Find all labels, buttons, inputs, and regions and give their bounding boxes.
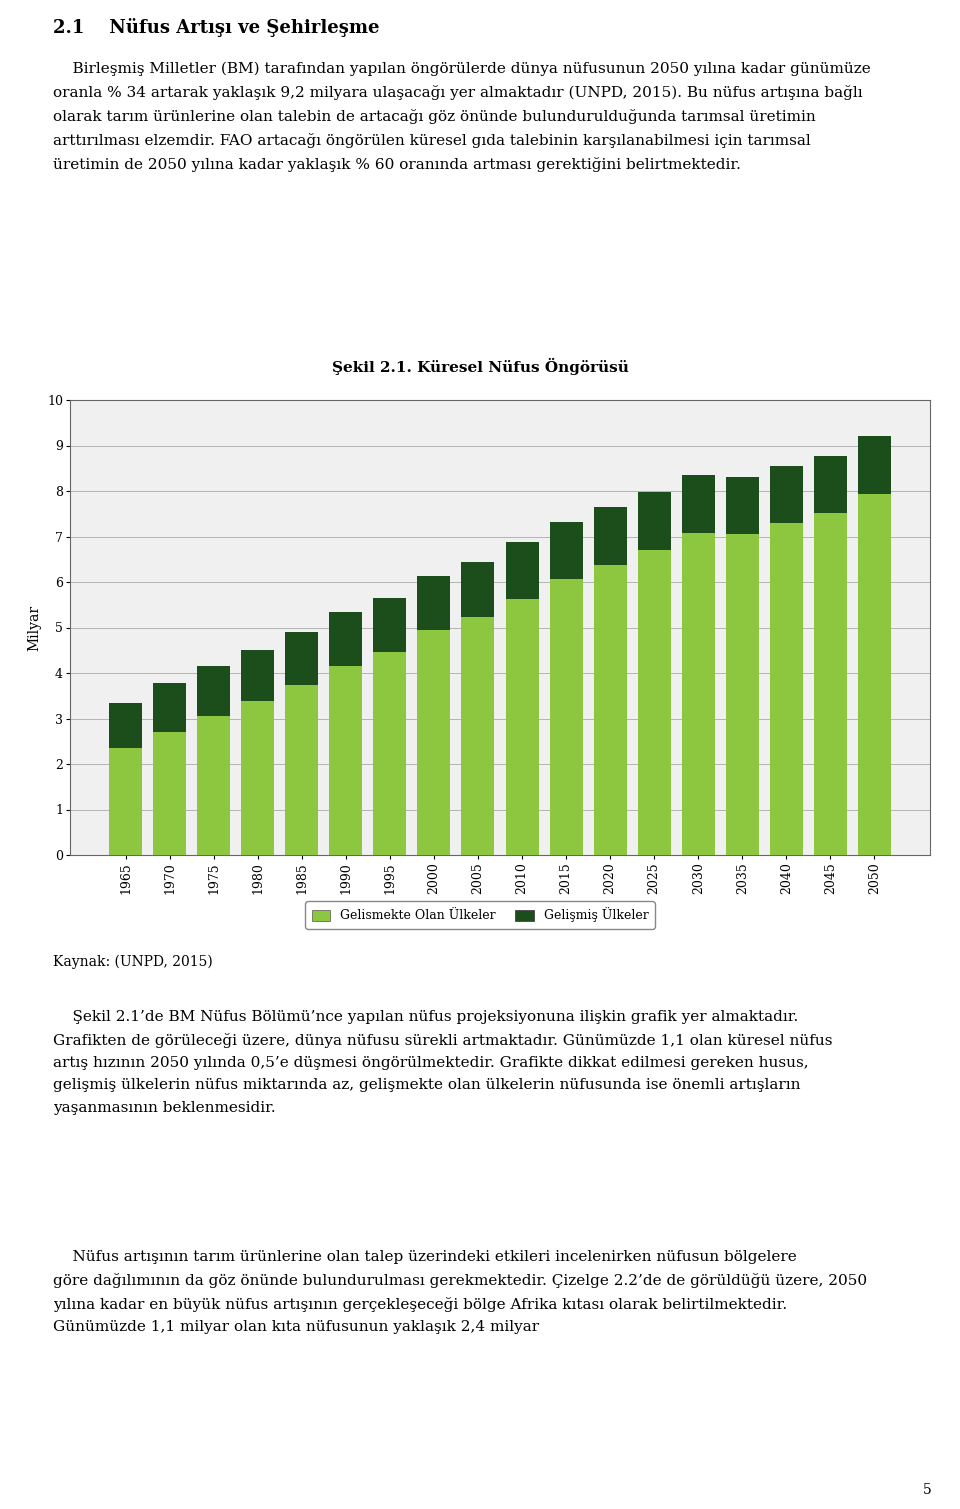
- Bar: [329, 613, 362, 665]
- Bar: [637, 492, 671, 551]
- Bar: [858, 493, 891, 856]
- Bar: [373, 598, 406, 652]
- Bar: [109, 703, 142, 748]
- Bar: [770, 466, 803, 522]
- Bar: [726, 477, 758, 534]
- Text: 5: 5: [923, 1483, 931, 1497]
- Text: Birleşmiş Milletler (BM) tarafından yapılan öngörülerde dünya nüfusunun 2050 yıl: Birleşmiş Milletler (BM) tarafından yapı…: [53, 62, 871, 172]
- Text: Nüfus artışının tarım ürünlerine olan talep üzerindeki etkileri incelenirken nüf: Nüfus artışının tarım ürünlerine olan ta…: [53, 1249, 867, 1334]
- Bar: [593, 564, 627, 856]
- Bar: [285, 632, 319, 685]
- Bar: [197, 665, 230, 717]
- Bar: [814, 456, 847, 513]
- Bar: [506, 542, 539, 599]
- Y-axis label: Milyar: Milyar: [28, 605, 41, 650]
- Bar: [285, 685, 319, 856]
- Text: Şekil 2.1. Küresel Nüfus Öngörüsü: Şekil 2.1. Küresel Nüfus Öngörüsü: [331, 358, 629, 376]
- Bar: [241, 702, 275, 856]
- Bar: [814, 513, 847, 856]
- Bar: [418, 576, 450, 629]
- Bar: [506, 599, 539, 856]
- Bar: [770, 522, 803, 856]
- Text: Kaynak: (UNPD, 2015): Kaynak: (UNPD, 2015): [53, 955, 212, 969]
- Bar: [549, 522, 583, 579]
- Bar: [241, 650, 275, 702]
- Text: 2.1    Nüfus Artışı ve Şehirleşme: 2.1 Nüfus Artışı ve Şehirleşme: [53, 18, 379, 38]
- Bar: [726, 534, 758, 856]
- Bar: [154, 684, 186, 732]
- Bar: [593, 507, 627, 564]
- Bar: [682, 475, 715, 533]
- Bar: [549, 579, 583, 856]
- Bar: [637, 551, 671, 856]
- Bar: [329, 665, 362, 856]
- Bar: [197, 717, 230, 856]
- Bar: [418, 629, 450, 856]
- Bar: [109, 748, 142, 856]
- Bar: [858, 436, 891, 493]
- Bar: [373, 652, 406, 856]
- Legend: Gelismekte Olan Ülkeler, Gelişmiş Ülkeler: Gelismekte Olan Ülkeler, Gelişmiş Ülkele…: [305, 901, 655, 928]
- Bar: [154, 732, 186, 856]
- Bar: [462, 561, 494, 617]
- Text: Şekil 2.1’de BM Nüfus Bölümü’nce yapılan nüfus projeksiyonuna ilişkin grafik yer: Şekil 2.1’de BM Nüfus Bölümü’nce yapılan…: [53, 1010, 832, 1115]
- Bar: [682, 533, 715, 856]
- Bar: [462, 617, 494, 856]
